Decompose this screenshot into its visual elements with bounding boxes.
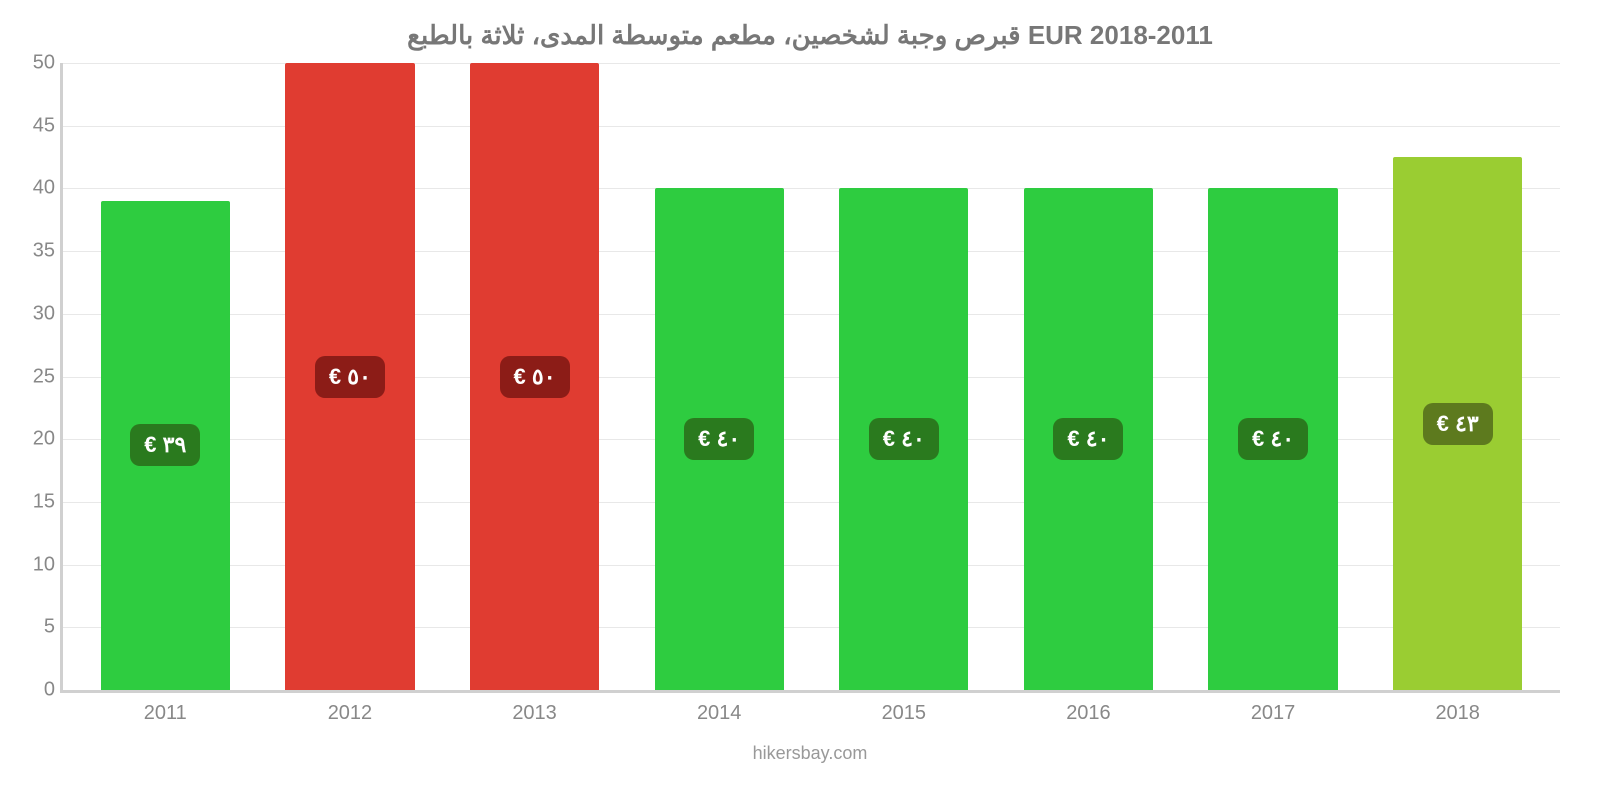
bar: ٥٠ € — [470, 63, 599, 690]
ytick-label: 20 — [13, 428, 55, 451]
xtick-label: 2015 — [812, 702, 997, 725]
ytick-label: 10 — [13, 553, 55, 576]
bar-slot: ٣٩ € — [73, 63, 258, 690]
xtick-label: 2011 — [73, 702, 258, 725]
ytick-label: 30 — [13, 302, 55, 325]
value-label: ٥٠ € — [315, 356, 385, 398]
bar: ٥٠ € — [285, 63, 414, 690]
xtick-label: 2014 — [627, 702, 812, 725]
bar: ٤٠ € — [1208, 188, 1337, 690]
xtick-label: 2017 — [1181, 702, 1366, 725]
bar: ٤٠ € — [1024, 188, 1153, 690]
footer-text: hikersbay.com — [60, 743, 1560, 764]
bar-slot: ٤٠ € — [627, 63, 812, 690]
ytick-label: 40 — [13, 177, 55, 200]
plot-area: 05101520253035404550 ٣٩ €٥٠ €٥٠ €٤٠ €٤٠ … — [60, 63, 1560, 693]
bar: ٣٩ € — [101, 201, 230, 690]
value-label: ٤٠ € — [1053, 418, 1123, 460]
xtick-label: 2013 — [442, 702, 627, 725]
ytick-label: 35 — [13, 240, 55, 263]
ytick-label: 5 — [13, 616, 55, 639]
bar-slot: ٤٠ € — [996, 63, 1181, 690]
xaxis-layer: 20112012201320142015201620172018 — [63, 702, 1560, 725]
value-label: ٤٠ € — [684, 418, 754, 460]
value-label: ٣٩ € — [130, 424, 200, 466]
xtick-label: 2016 — [996, 702, 1181, 725]
bar-slot: ٥٠ € — [258, 63, 443, 690]
ytick-label: 45 — [13, 114, 55, 137]
value-label: ٥٠ € — [500, 356, 570, 398]
bar: ٤٠ € — [839, 188, 968, 690]
value-label: ٤٠ € — [1238, 418, 1308, 460]
bar: ٤٠ € — [655, 188, 784, 690]
ytick-label: 15 — [13, 490, 55, 513]
ytick-label: 0 — [13, 679, 55, 702]
bar-slot: ٤٣ € — [1365, 63, 1550, 690]
bar-slot: ٤٠ € — [1181, 63, 1366, 690]
ytick-label: 25 — [13, 365, 55, 388]
ytick-label: 50 — [13, 52, 55, 75]
value-label: ٤٠ € — [869, 418, 939, 460]
bar-slot: ٤٠ € — [812, 63, 997, 690]
xtick-label: 2018 — [1365, 702, 1550, 725]
chart-title: قبرص وجبة لشخصين، مطعم متوسطة المدى، ثلا… — [60, 20, 1560, 51]
bar: ٤٣ € — [1393, 157, 1522, 690]
chart-container: قبرص وجبة لشخصين، مطعم متوسطة المدى، ثلا… — [0, 0, 1600, 800]
bar-slot: ٥٠ € — [442, 63, 627, 690]
bars-layer: ٣٩ € ٥٠ € ٥٠ € ٤٠ € ٤٠ € ٤٠ € ٤٠ € ٤٣ € — [63, 63, 1560, 690]
xtick-label: 2012 — [258, 702, 443, 725]
value-label: ٤٣ € — [1423, 403, 1493, 445]
